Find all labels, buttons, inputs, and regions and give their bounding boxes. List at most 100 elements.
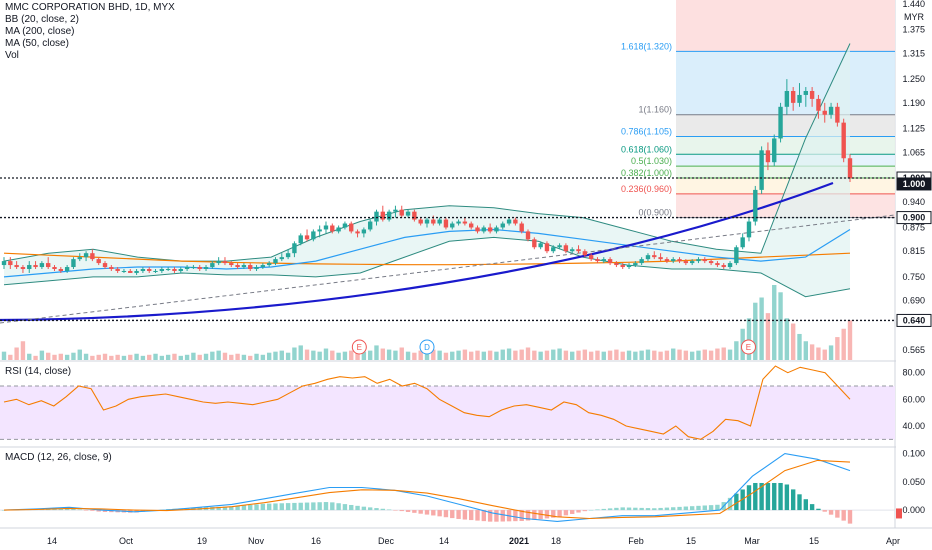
candle-body — [405, 211, 411, 216]
volume-bar — [336, 352, 341, 360]
price-tick: 0.815 — [902, 246, 925, 256]
legend-ma200[interactable]: MA (200, close) — [5, 26, 75, 37]
volume-bar — [235, 353, 240, 360]
candle-body — [727, 263, 733, 268]
volume-bar — [405, 351, 411, 360]
volume-bar — [778, 292, 783, 360]
candle-body — [778, 106, 783, 139]
candle-body — [184, 267, 190, 270]
volume-bar — [765, 313, 771, 360]
volume-bar — [696, 350, 701, 360]
volume-bar — [702, 349, 707, 360]
volume-bar — [203, 353, 209, 360]
candle-body — [532, 239, 537, 248]
volume-bar — [260, 354, 266, 360]
macd-histogram-bar — [292, 502, 297, 511]
macd-histogram-bar — [689, 506, 695, 511]
volume-bar — [393, 350, 398, 360]
volume-bar — [671, 348, 676, 360]
volume-bar — [222, 352, 228, 360]
trendlines[interactable] — [0, 181, 896, 324]
candle-body — [841, 122, 846, 159]
macd-histogram-bar — [330, 502, 335, 511]
macd-histogram-bar — [386, 509, 392, 511]
candle-body — [475, 227, 480, 232]
candle-body — [380, 211, 385, 220]
candle-body — [645, 255, 651, 260]
time-tick: Mar — [744, 536, 760, 546]
volume-bar — [279, 350, 284, 360]
fibonacci-retracement[interactable]: 1.618(1.320) 1(1.160) 0.786(1.105) 0.618(1.… — [621, 0, 895, 219]
rsi-legend[interactable]: RSI (14, close) — [5, 366, 71, 378]
macd-histogram-bar — [475, 510, 480, 521]
macd-histogram-bar — [696, 505, 701, 511]
volume-bar — [153, 353, 158, 360]
volume-bar — [538, 351, 543, 360]
price-label-box — [896, 211, 932, 225]
ma50-line — [3, 228, 851, 278]
event-label: E — [746, 343, 751, 352]
candle-body — [90, 253, 95, 260]
volume-bar — [727, 349, 733, 360]
volume-bar — [273, 351, 278, 360]
candle-body — [128, 270, 133, 273]
legend-vol[interactable]: Vol — [5, 50, 19, 61]
volume-bar — [784, 318, 790, 360]
candle-body — [671, 259, 676, 262]
volume-bar — [361, 351, 367, 360]
candle-body — [83, 253, 89, 258]
time-tick: 18 — [551, 536, 561, 546]
volume-bar — [513, 350, 518, 360]
macd-histogram-bar — [469, 510, 474, 521]
price-tick: 1.065 — [902, 147, 925, 157]
fib-level-label: 1.618(1.320) — [621, 41, 672, 51]
candle-body — [658, 257, 663, 260]
macd-histogram-bar — [645, 508, 651, 511]
bb-fill — [4, 43, 850, 297]
volume-bar — [140, 355, 146, 360]
candle-body — [71, 259, 76, 268]
macd-histogram-bar — [841, 510, 846, 521]
time-tick: Oct — [119, 536, 134, 546]
price-axis[interactable]: 1.440 1.375 1.315 1.250 1.190 1.125 1.065 0.940… — [896, 0, 932, 527]
macd-histogram-bar — [715, 504, 720, 511]
macd-histogram-bar — [677, 506, 682, 511]
time-axis[interactable]: 14 Oct 19 Nov 16 Dec 14 2021 18 Feb 15 Mar 15 Apr — [47, 536, 900, 546]
candle-body — [292, 243, 297, 254]
macd-histogram-bar — [607, 508, 613, 511]
candle-body — [677, 259, 682, 262]
volume-bar — [576, 350, 581, 360]
legend-bb[interactable]: BB (20, close, 2) — [5, 14, 79, 25]
volume-bar — [450, 351, 455, 360]
macd-histogram-bar — [222, 506, 228, 511]
volume-bar — [601, 351, 606, 360]
candle-body — [639, 259, 644, 264]
fib-zone-top — [676, 0, 895, 52]
candle-body — [203, 267, 209, 270]
volume-bar — [551, 349, 556, 360]
volume-bar — [570, 351, 575, 360]
fib-level-label: 0.618(1.060) — [621, 144, 672, 154]
macd-legend[interactable]: MACD (12, 26, close, 9) — [5, 452, 112, 464]
macd-histogram-bar — [772, 482, 777, 511]
volume-bar — [216, 350, 221, 360]
volume-bar — [412, 352, 417, 360]
event-marker-e — [740, 339, 756, 355]
candle-body — [33, 265, 38, 268]
volume-bar — [52, 354, 57, 360]
macd-histogram-bar — [412, 510, 417, 513]
candle-body — [443, 219, 449, 228]
volume-bar — [330, 350, 335, 360]
volume-bar — [197, 354, 202, 360]
macd-histogram-bar — [304, 502, 310, 511]
legend-ma50[interactable]: MA (50, close) — [5, 38, 69, 49]
volume-bar — [607, 350, 613, 360]
candle-body — [77, 257, 82, 260]
macd-histogram-bar — [481, 510, 487, 522]
symbol-title[interactable]: MMC CORPORATION BHD, 1D, MYX — [5, 2, 175, 13]
horizontal-levels[interactable] — [0, 177, 895, 322]
macd-histogram-bar — [437, 510, 442, 517]
candle-body — [1, 261, 7, 266]
volume-bar — [835, 337, 840, 360]
